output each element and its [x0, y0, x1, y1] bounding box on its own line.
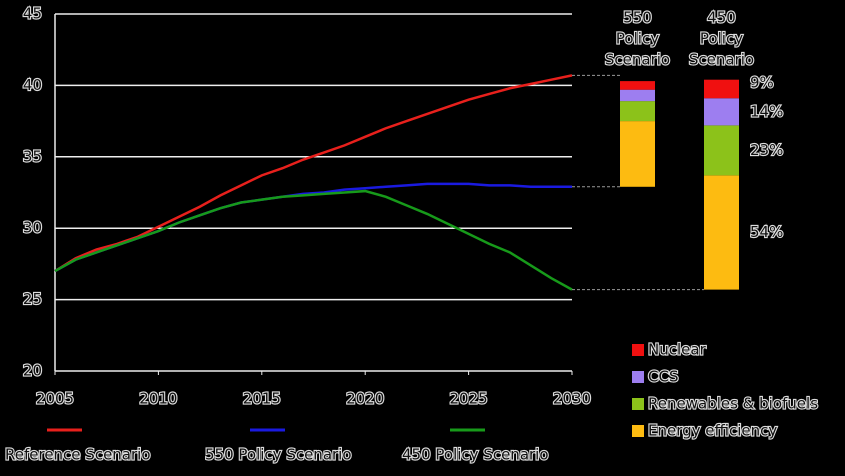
column-title: Policy [616, 30, 659, 48]
column-title: Policy [700, 30, 743, 48]
legend-swatch [632, 344, 644, 356]
legend-swatch [632, 371, 644, 383]
legend-label: Reference Scenario [5, 446, 151, 464]
column-title: 450 [707, 9, 736, 27]
x-tick-label: 2015 [243, 390, 281, 408]
bar-segment [620, 121, 655, 187]
y-tick-label: 45 [23, 5, 42, 23]
legend-swatch [632, 425, 644, 437]
legend-label: Energy efficiency [648, 422, 777, 440]
column-title: 550 [623, 9, 652, 27]
legend-label: Nuclear [648, 341, 707, 359]
y-tick-label: 25 [23, 290, 42, 308]
share-label: 9% [750, 73, 774, 91]
line-series [54, 189, 573, 291]
bar-segment [620, 81, 655, 90]
x-tick-label: 2005 [36, 390, 74, 408]
legend-label: Renewables & biofuels [648, 395, 818, 413]
bar-segment [704, 79, 739, 99]
bar-segment [704, 125, 739, 176]
legend-swatch [632, 398, 644, 410]
y-tick-label: 30 [23, 219, 42, 237]
bar-segment [620, 101, 655, 122]
legend-label: 450 Policy Scenario [402, 446, 549, 464]
x-tick-label: 2010 [139, 390, 177, 408]
y-tick-label: 20 [23, 362, 42, 380]
share-label: 14% [750, 102, 783, 120]
legend-label: 550 Policy Scenario [205, 446, 352, 464]
column-title: Scenario [605, 51, 670, 69]
y-tick-label: 35 [23, 147, 42, 165]
x-tick-label: 2030 [553, 390, 591, 408]
share-label: 23% [750, 141, 783, 159]
bar-segment [620, 89, 655, 102]
bar-segment [704, 98, 739, 126]
share-label: 54% [750, 223, 783, 241]
bar-segment [704, 175, 739, 290]
line-series [54, 74, 573, 273]
legend-label: CCS [648, 368, 678, 386]
x-tick-label: 2020 [346, 390, 384, 408]
y-tick-label: 40 [23, 76, 42, 94]
column-title: Scenario [689, 51, 754, 69]
x-tick-label: 2025 [450, 390, 488, 408]
